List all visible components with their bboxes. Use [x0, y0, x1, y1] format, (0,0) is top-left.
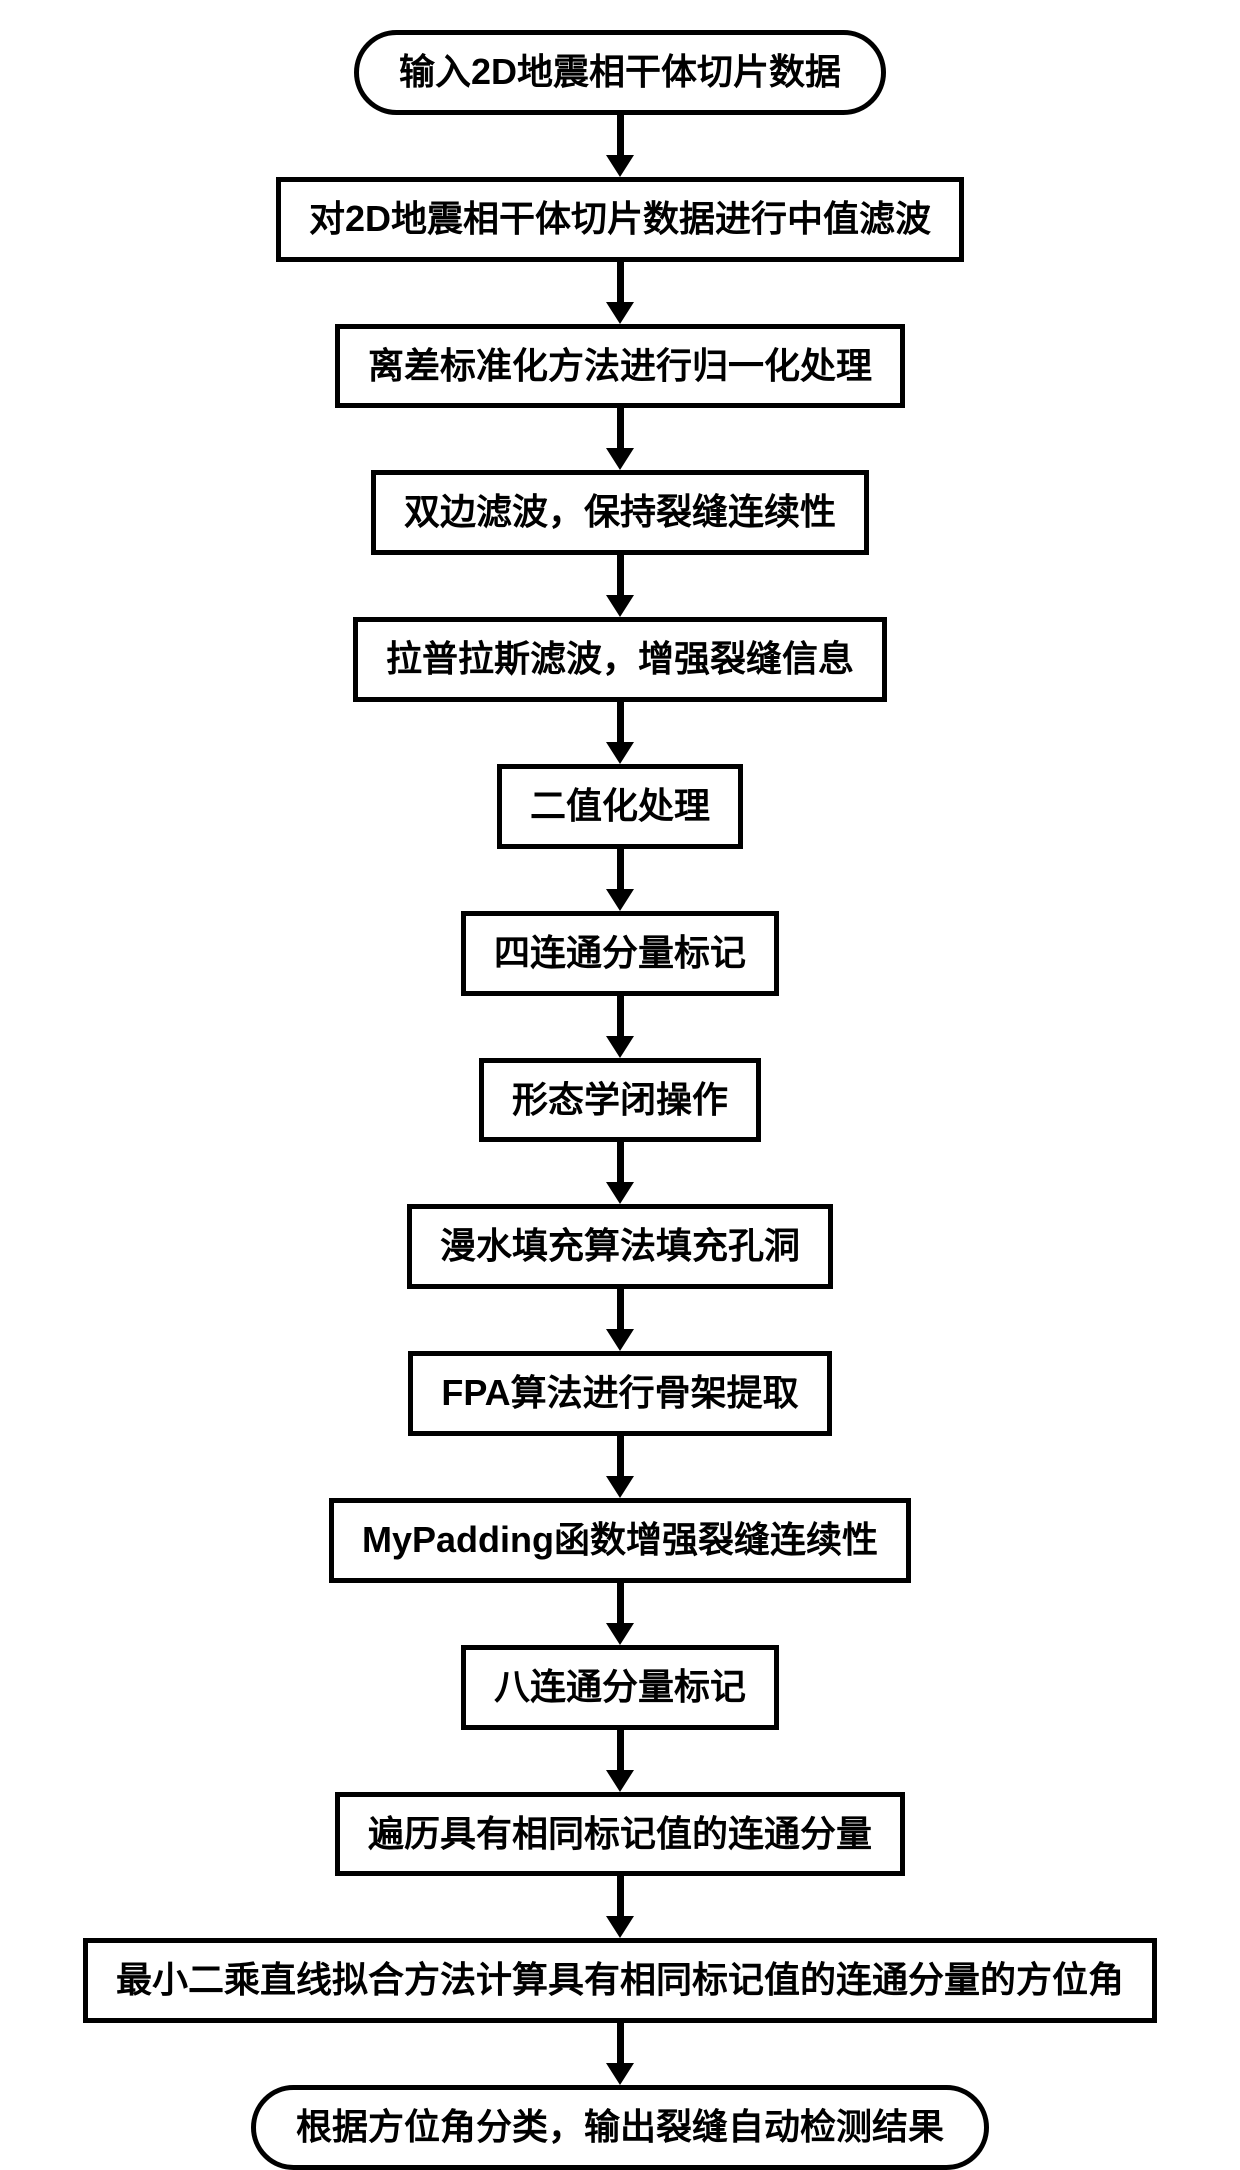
flowchart-node-n3: 双边滤波，保持裂缝连续性	[371, 470, 869, 555]
arrow-line	[617, 555, 624, 595]
arrow-head-icon	[606, 155, 634, 177]
flowchart-arrow	[606, 1289, 634, 1351]
flowchart-node-n8: 漫水填充算法填充孔洞	[407, 1204, 833, 1289]
flowchart-arrow	[606, 555, 634, 617]
arrow-line	[617, 2023, 624, 2063]
arrow-line	[617, 849, 624, 889]
flowchart-arrow	[606, 408, 634, 470]
arrow-line	[617, 262, 624, 302]
flowchart-node-n2: 离差标准化方法进行归一化处理	[335, 324, 905, 409]
arrow-line	[617, 408, 624, 448]
flowchart-arrow	[606, 1730, 634, 1792]
flowchart-arrow	[606, 262, 634, 324]
flowchart-node-n7: 形态学闭操作	[479, 1058, 761, 1143]
flowchart-arrow	[606, 1142, 634, 1204]
flowchart-arrow	[606, 702, 634, 764]
flowchart-node-n1: 对2D地震相干体切片数据进行中值滤波	[276, 177, 964, 262]
arrow-line	[617, 702, 624, 742]
flowchart-node-n9: FPA算法进行骨架提取	[408, 1351, 831, 1436]
arrow-line	[617, 1730, 624, 1770]
arrow-line	[617, 1436, 624, 1476]
flowchart-node-end: 根据方位角分类，输出裂缝自动检测结果	[251, 2085, 989, 2170]
flowchart-arrow	[606, 115, 634, 177]
arrow-head-icon	[606, 595, 634, 617]
flowchart-node-n11: 八连通分量标记	[461, 1645, 779, 1730]
arrow-head-icon	[606, 302, 634, 324]
arrow-head-icon	[606, 1329, 634, 1351]
flowchart-node-n13: 最小二乘直线拟合方法计算具有相同标记值的连通分量的方位角	[83, 1938, 1157, 2023]
arrow-head-icon	[606, 1476, 634, 1498]
flowchart-arrow	[606, 849, 634, 911]
arrow-head-icon	[606, 1916, 634, 1938]
arrow-line	[617, 115, 624, 155]
flowchart-arrow	[606, 996, 634, 1058]
flowchart-arrow	[606, 1583, 634, 1645]
flowchart-node-start: 输入2D地震相干体切片数据	[354, 30, 886, 115]
flowchart-node-n5: 二值化处理	[497, 764, 743, 849]
arrow-head-icon	[606, 1036, 634, 1058]
arrow-head-icon	[606, 448, 634, 470]
flowchart-node-n12: 遍历具有相同标记值的连通分量	[335, 1792, 905, 1877]
arrow-head-icon	[606, 742, 634, 764]
arrow-head-icon	[606, 1623, 634, 1645]
arrow-line	[617, 1142, 624, 1182]
flowchart-node-n4: 拉普拉斯滤波，增强裂缝信息	[353, 617, 887, 702]
flowchart-arrow	[606, 1876, 634, 1938]
flowchart-node-n10: MyPadding函数增强裂缝连续性	[329, 1498, 911, 1583]
arrow-line	[617, 1289, 624, 1329]
arrow-head-icon	[606, 1182, 634, 1204]
arrow-head-icon	[606, 2063, 634, 2085]
arrow-line	[617, 1876, 624, 1916]
arrow-head-icon	[606, 889, 634, 911]
arrow-line	[617, 1583, 624, 1623]
flowchart-node-n6: 四连通分量标记	[461, 911, 779, 996]
arrow-head-icon	[606, 1770, 634, 1792]
flowchart-arrow	[606, 2023, 634, 2085]
flowchart-arrow	[606, 1436, 634, 1498]
arrow-line	[617, 996, 624, 1036]
flowchart-container: 输入2D地震相干体切片数据对2D地震相干体切片数据进行中值滤波离差标准化方法进行…	[0, 0, 1240, 2170]
